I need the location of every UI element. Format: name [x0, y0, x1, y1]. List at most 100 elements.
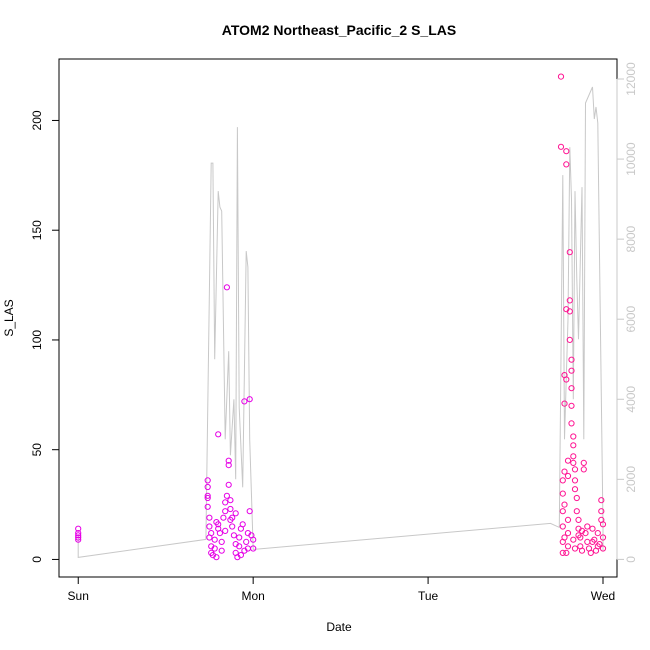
data-point-1-26	[568, 385, 575, 392]
series-layer	[75, 73, 607, 561]
data-point-0-55	[215, 525, 222, 532]
plot-frame	[58, 58, 618, 578]
data-point-1-64	[578, 527, 586, 535]
data-point-0-27	[222, 499, 229, 506]
data-point-0-20	[215, 431, 222, 438]
data-point-1-31	[570, 453, 577, 460]
data-point-0-33	[227, 497, 234, 504]
data-point-1-7	[559, 549, 566, 557]
data-point-1-59	[599, 545, 607, 552]
data-point-1-29	[570, 433, 577, 440]
data-point-1-13	[563, 161, 570, 168]
data-point-0-29	[223, 492, 230, 499]
data-point-1-23	[566, 336, 573, 343]
right-tick-label: 12000	[624, 62, 638, 96]
data-point-1-16	[564, 457, 572, 464]
data-point-1-17	[564, 472, 572, 480]
right-tick-label: 6000	[624, 306, 638, 333]
data-point-0-42	[236, 543, 243, 550]
data-point-1-11	[561, 501, 568, 508]
chart-title: ATOM2 Northeast_Pacific_2 S_LAS	[222, 22, 456, 38]
y-tick-label: 150	[30, 220, 44, 240]
right-y-axis: 0 2000 4000 6000 8000 10000 12000	[616, 62, 638, 563]
data-point-0-2	[75, 532, 82, 539]
data-point-1-49	[589, 525, 596, 532]
x-axis-title: Date	[326, 620, 352, 634]
data-point-1-10	[561, 468, 568, 475]
right-tick-label: 0	[624, 556, 638, 563]
data-point-1-19	[564, 543, 572, 550]
data-point-0-11	[206, 523, 213, 530]
data-point-1-52	[594, 530, 601, 537]
data-point-1-4	[559, 508, 566, 515]
data-point-1-54	[598, 497, 605, 504]
data-point-1-66	[589, 538, 596, 546]
data-point-0-24	[218, 538, 225, 546]
data-point-1-30	[570, 442, 577, 449]
data-point-0-34	[227, 505, 234, 513]
data-point-1-27	[568, 402, 575, 409]
data-point-0-50	[246, 508, 253, 515]
data-point-0-0	[75, 525, 82, 532]
data-point-0-26	[222, 508, 229, 515]
data-point-0-46	[241, 398, 248, 405]
data-point-0-57	[227, 516, 234, 524]
data-point-0-41	[236, 534, 243, 541]
data-point-0-9	[204, 503, 211, 510]
data-point-0-36	[229, 523, 236, 530]
data-point-1-15	[563, 376, 570, 383]
data-point-0-8	[204, 494, 211, 502]
data-point-1-65	[584, 523, 591, 530]
y-tick-label: 0	[30, 556, 44, 563]
data-point-1-34	[571, 477, 579, 484]
data-point-0-52	[250, 536, 257, 543]
x-tick-label: Tue	[418, 589, 439, 603]
data-point-0-54	[208, 530, 215, 537]
data-point-1-1	[557, 143, 565, 150]
data-point-1-21	[566, 297, 573, 304]
data-point-1-5	[559, 523, 566, 530]
data-point-0-30	[225, 481, 232, 488]
x-tick-label: Mon	[241, 589, 264, 603]
data-point-1-60	[561, 534, 568, 541]
data-point-0-60	[244, 545, 251, 552]
data-point-1-25	[568, 367, 575, 374]
y-tick-label: 50	[30, 443, 44, 457]
x-axis: Sun Mon Tue Wed	[68, 576, 615, 603]
data-point-1-62	[570, 536, 577, 543]
x-tick-label: Wed	[591, 589, 615, 603]
data-point-0-21	[215, 521, 222, 528]
right-tick-label: 8000	[624, 225, 638, 252]
y-axis-title: S_LAS	[2, 299, 16, 336]
data-point-1-36	[573, 494, 580, 502]
data-point-0-37	[230, 532, 237, 539]
data-point-0-28	[223, 284, 230, 291]
data-point-0-4	[75, 536, 82, 543]
data-point-1-22	[566, 308, 573, 315]
data-point-1-3	[559, 490, 566, 497]
data-point-1-67	[594, 543, 601, 550]
data-point-0-16	[211, 536, 218, 543]
data-point-0-58	[232, 510, 239, 517]
data-point-0-17	[211, 545, 218, 552]
data-point-1-35	[571, 486, 579, 493]
data-point-1-37	[573, 508, 580, 515]
data-point-1-63	[575, 532, 582, 539]
data-point-0-7	[204, 492, 211, 499]
data-point-1-38	[575, 516, 582, 524]
data-point-0-31	[225, 457, 232, 464]
data-point-1-20	[566, 249, 573, 256]
data-point-0-59	[237, 525, 244, 532]
data-point-1-8	[561, 400, 568, 407]
data-point-1-43	[580, 459, 587, 466]
data-point-0-25	[220, 514, 227, 521]
data-point-0-47	[243, 538, 250, 546]
data-point-1-42	[578, 547, 586, 554]
data-point-1-2	[559, 477, 566, 484]
right-tick-label: 4000	[624, 386, 638, 413]
data-point-0-6	[204, 483, 211, 491]
data-point-0-3	[75, 534, 82, 541]
data-point-1-24	[568, 356, 575, 363]
data-point-0-1	[75, 530, 82, 537]
data-point-0-56	[222, 527, 229, 535]
